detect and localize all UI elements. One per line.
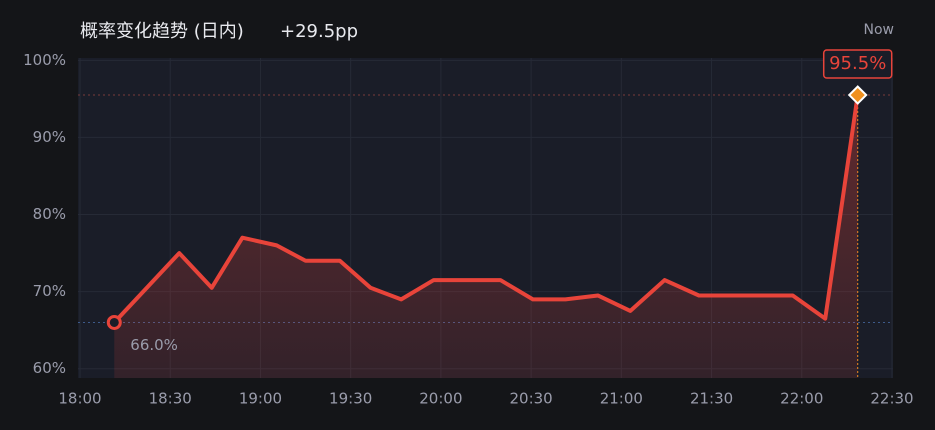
y-tick-label: 90%	[33, 128, 66, 146]
y-tick-label: 80%	[33, 205, 66, 223]
area	[114, 95, 858, 378]
change-label: +29.5pp	[280, 21, 358, 42]
start-marker	[106, 314, 122, 330]
x-tick-label: 20:30	[509, 390, 552, 408]
y-tick-label: 60%	[33, 359, 66, 377]
x-tick-label: 21:00	[600, 390, 643, 408]
value-label: 66.0%	[130, 336, 178, 354]
chart-title: 概率变化趋势 (日内)	[80, 21, 244, 42]
x-tick-label: 20:00	[419, 390, 462, 408]
x-tick-label: 18:00	[58, 390, 101, 408]
y-tick-label: 100%	[23, 51, 66, 69]
now-marker	[847, 85, 868, 105]
line	[112, 94, 860, 324]
x-tick-label: 19:00	[239, 390, 282, 408]
value-label: 95.5%	[829, 53, 886, 74]
x-tick-label: 19:30	[329, 390, 372, 408]
x-tick-label: 18:30	[149, 390, 192, 408]
now-label: Now	[864, 22, 895, 38]
value-label-box	[822, 49, 893, 79]
x-tick-label: 22:30	[870, 390, 913, 408]
x-tick-label: 22:00	[780, 390, 823, 408]
y-tick-label: 70%	[33, 282, 66, 300]
x-tick-label: 21:30	[690, 390, 733, 408]
